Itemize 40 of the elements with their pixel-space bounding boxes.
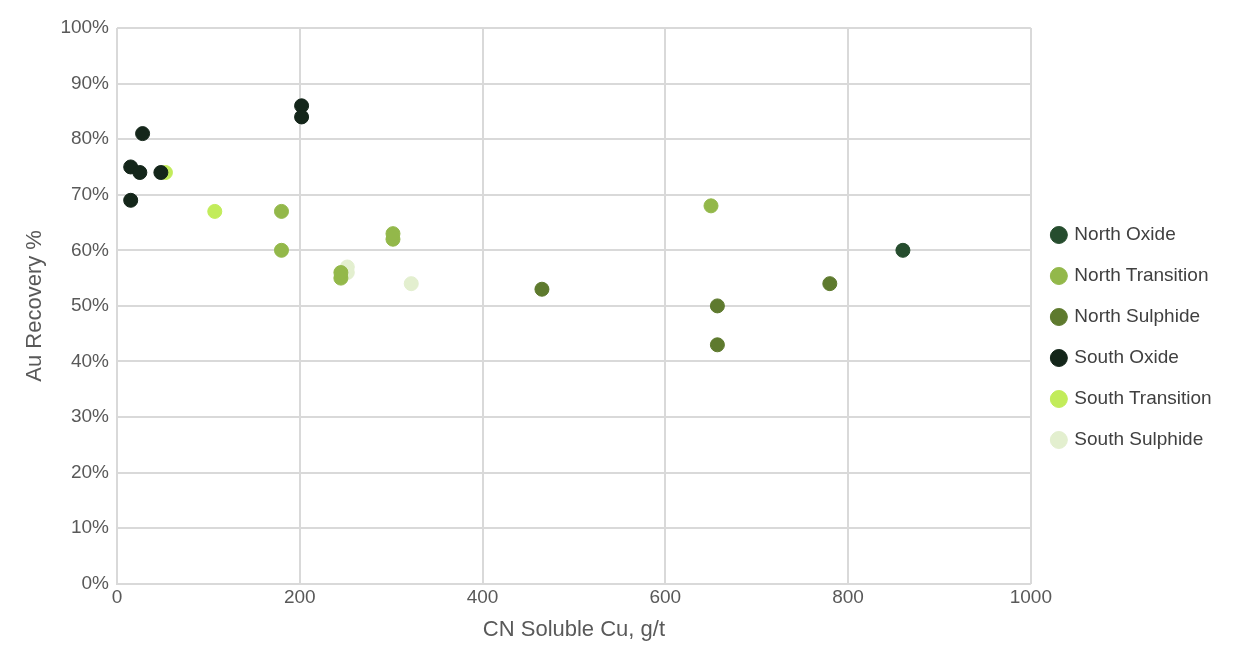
y-axis-title: Au Recovery % [21,230,47,382]
point [709,298,725,314]
y-tick-label: 10% [70,516,110,538]
point [273,242,289,258]
legend-label: South Oxide [1074,346,1179,368]
y-tick-label: 70% [70,182,110,204]
legend-label: South Sulphide [1074,428,1204,450]
x-tick-label: 200 [283,586,316,608]
point [403,276,419,292]
point [135,126,151,142]
point [534,281,550,297]
x-axis-title: CN Soluble Cu, g/t [482,615,666,641]
x-tick-label: 600 [649,586,682,608]
point [703,198,719,214]
x-tick-label: 400 [466,586,499,608]
point [207,203,223,219]
x-tick-label: 1000 [1009,586,1052,608]
y-tick-label: 60% [70,238,110,260]
y-tick-label: 40% [70,349,110,371]
point [123,192,139,208]
legend-label: North Sulphide [1074,305,1201,327]
point [294,109,310,125]
point [709,337,725,353]
point [822,276,838,292]
y-tick-label: 50% [70,294,110,316]
x-tick-label: 800 [832,586,864,608]
point [132,165,148,181]
y-tick-label: 100% [60,16,110,38]
point [895,242,911,258]
x-tick-label: 0 [111,586,123,608]
legend-label: North Transition [1074,264,1209,286]
y-tick-label: 30% [70,405,110,427]
y-tick-label: 0% [81,572,110,594]
y-tick-label: 90% [70,71,110,93]
y-tick-label: 80% [70,127,110,149]
point [153,165,169,181]
y-tick-label: 20% [70,460,110,482]
point [273,203,289,219]
legend-label: South Transition [1074,387,1212,409]
legend-label: North Oxide [1074,223,1176,245]
